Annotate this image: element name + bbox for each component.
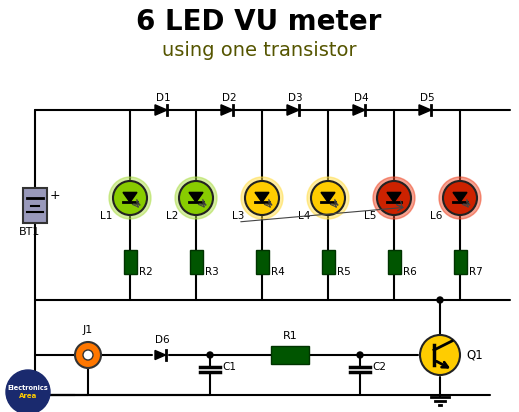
Circle shape — [437, 297, 443, 303]
Circle shape — [75, 342, 101, 368]
Circle shape — [241, 177, 283, 219]
Text: D2: D2 — [222, 93, 236, 103]
Polygon shape — [255, 192, 269, 202]
Circle shape — [245, 181, 279, 215]
Circle shape — [6, 370, 50, 412]
Text: electronicsarea.com: electronicsarea.com — [181, 203, 337, 218]
Text: R4: R4 — [271, 267, 285, 277]
Bar — [23, 187, 47, 222]
Text: J1: J1 — [83, 325, 93, 335]
Text: L2: L2 — [166, 211, 178, 221]
Circle shape — [207, 352, 213, 358]
Circle shape — [373, 177, 415, 219]
Polygon shape — [453, 192, 467, 202]
Bar — [388, 250, 401, 274]
Text: Area: Area — [19, 393, 37, 399]
Polygon shape — [221, 105, 233, 115]
Polygon shape — [419, 105, 431, 115]
Circle shape — [83, 350, 93, 360]
Circle shape — [179, 181, 213, 215]
Text: R1: R1 — [283, 331, 297, 341]
Text: R3: R3 — [205, 267, 219, 277]
Circle shape — [307, 177, 349, 219]
Circle shape — [420, 335, 460, 375]
Text: R6: R6 — [403, 267, 417, 277]
Text: L5: L5 — [364, 211, 376, 221]
Text: L3: L3 — [232, 211, 244, 221]
Text: C1: C1 — [222, 362, 236, 372]
Bar — [271, 346, 309, 364]
Text: L1: L1 — [100, 211, 112, 221]
Polygon shape — [155, 351, 166, 360]
Circle shape — [357, 352, 363, 358]
Polygon shape — [123, 192, 137, 202]
Text: R7: R7 — [469, 267, 483, 277]
Text: D6: D6 — [155, 335, 169, 345]
Text: 6 LED VU meter: 6 LED VU meter — [136, 8, 381, 36]
Polygon shape — [321, 192, 335, 202]
Text: BT1: BT1 — [19, 227, 40, 236]
Text: using one transistor: using one transistor — [162, 40, 357, 59]
Circle shape — [443, 181, 477, 215]
Circle shape — [113, 181, 147, 215]
Text: Q1: Q1 — [466, 349, 483, 361]
Text: C2: C2 — [372, 362, 386, 372]
Text: L6: L6 — [430, 211, 442, 221]
Text: R2: R2 — [139, 267, 153, 277]
Text: D1: D1 — [156, 93, 170, 103]
Bar — [255, 250, 268, 274]
Text: D5: D5 — [420, 93, 434, 103]
Text: D4: D4 — [353, 93, 368, 103]
Text: +: + — [50, 189, 61, 201]
Bar — [321, 250, 335, 274]
Bar — [189, 250, 202, 274]
Circle shape — [439, 177, 481, 219]
Bar — [454, 250, 467, 274]
Circle shape — [175, 177, 217, 219]
Polygon shape — [189, 192, 203, 202]
Text: R5: R5 — [337, 267, 351, 277]
Polygon shape — [287, 105, 299, 115]
Circle shape — [109, 177, 151, 219]
Circle shape — [311, 181, 345, 215]
Bar — [124, 250, 136, 274]
Polygon shape — [155, 105, 167, 115]
Text: Electronics: Electronics — [8, 385, 48, 391]
Circle shape — [377, 181, 411, 215]
Polygon shape — [353, 105, 365, 115]
Text: L4: L4 — [298, 211, 310, 221]
Text: D3: D3 — [288, 93, 302, 103]
Polygon shape — [387, 192, 401, 202]
